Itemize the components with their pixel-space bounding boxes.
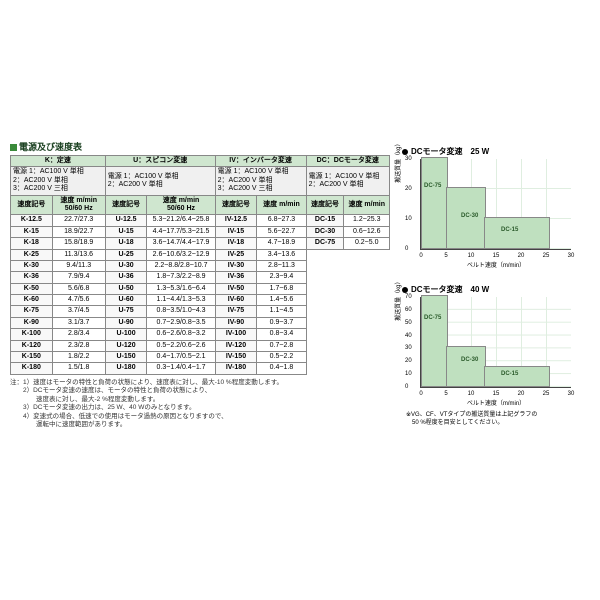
table-row: K-367.9/9.4U-361.8~7.3/2.2~8.9IV-362.3~9… [11,272,390,283]
table-row: K-903.1/3.7U-900.7~2.9/0.8~3.5IV-900.9~3… [11,317,390,328]
chart-step [446,187,486,249]
chart-40w: DC-75DC-30DC-150102030405060700510152025… [420,297,571,388]
table-row: K-2511.3/13.6U-252.6~10.6/3.2~12.9IV-253… [11,249,390,260]
table-row: K-1002.8/3.4U-1000.6~2.6/0.8~3.2IV-1000.… [11,329,390,340]
header-K: K：定速 [11,156,106,167]
table-row: K-309.4/11.3U-302.2~8.8/2.8~10.7IV-302.8… [11,260,390,271]
table-row: K-505.6/6.8U-501.3~5.3/1.6~6.4IV-501.7~6… [11,283,390,294]
square-marker-icon [10,144,17,151]
chart-step [484,366,550,387]
bullet-icon [402,287,408,293]
chart-step [484,217,550,249]
header-U: U：スピコン変速 [105,156,215,167]
chart-step [421,295,448,387]
bullet-icon [402,149,408,155]
chart-step [446,346,486,387]
chart-25-title: DCモータ変速 25 W [402,146,590,157]
chart-footnote: ※VG、CF、VTタイプの搬送質量は上記グラフの 50 %程度を目安としてくださ… [406,412,590,428]
notes: 注：1）速度はモータの特性と負荷の状態により、速度表に対し、最大-10 %程度変… [10,379,390,430]
table-row: K-12.522.7/27.3U-12.55.3~21.2/6.4~25.8IV… [11,215,390,226]
title-text: 電源及び速度表 [19,142,82,152]
charts-section: DCモータ変速 25 W DC-75DC-30DC-15010203005101… [402,140,590,429]
chart-25w: DC-75DC-30DC-150102030051015202530搬送質量（k… [420,159,571,250]
table-section: 電源及び速度表 K：定速U：スピコン変速IV：インバータ変速DC：DCモータ変速… [10,140,390,429]
table-row: K-1801.5/1.8U-1800.3~1.4/0.4~1.7IV-1800.… [11,363,390,374]
table-row: K-1518.9/22.7U-154.4~17.7/5.3~21.5IV-155… [11,226,390,237]
table-row: K-1815.8/18.9U-183.6~14.7/4.4~17.9IV-184… [11,238,390,249]
table-row: K-753.7/4.5U-750.8~3.5/1.0~4.3IV-751.1~4… [11,306,390,317]
header-IV: IV：インバータ変速 [215,156,306,167]
chart-step [421,157,448,249]
table-row: K-604.7/5.6U-601.1~4.4/1.3~5.3IV-601.4~5… [11,295,390,306]
section-title: 電源及び速度表 [10,140,390,153]
chart-40-title: DCモータ変速 40 W [402,284,590,295]
header-DC: DC：DCモータ変速 [306,156,389,167]
table-row: K-1501.8/2.2U-1500.4~1.7/0.5~2.1IV-1500.… [11,352,390,363]
table-row: K-1202.3/2.8U-1200.5~2.2/0.6~2.6IV-1200.… [11,340,390,351]
speed-table: K：定速U：スピコン変速IV：インバータ変速DC：DCモータ変速電源 1：AC1… [10,155,390,375]
